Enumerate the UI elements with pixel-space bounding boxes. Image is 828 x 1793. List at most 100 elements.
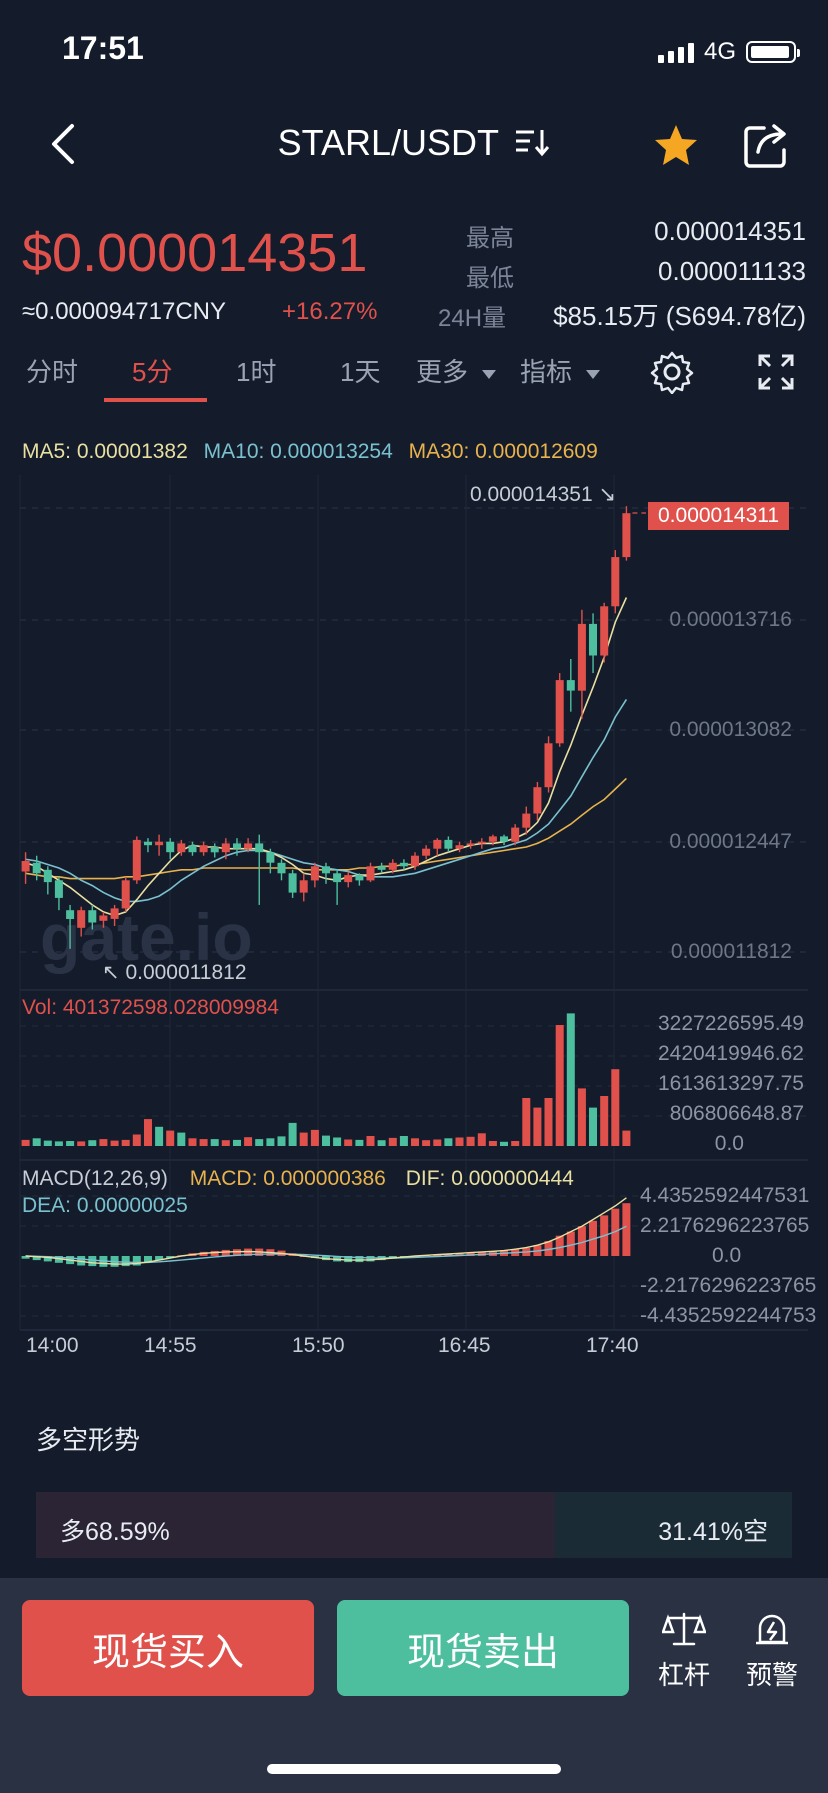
candle xyxy=(255,843,264,853)
macd-histogram-bar xyxy=(144,1256,152,1263)
macd-tick-label: 4.4352592447531 xyxy=(640,1184,810,1207)
volume-bar xyxy=(388,1137,397,1146)
macd-histogram-bar xyxy=(566,1231,575,1256)
pair-title[interactable]: STARL/USDT xyxy=(0,122,828,164)
ma5-value: MA5: 0.00001382 xyxy=(22,440,188,463)
time-tick-label: 15:50 xyxy=(292,1334,345,1357)
volume-bar xyxy=(177,1132,186,1146)
ma10-value: MA10: 0.000013254 xyxy=(203,440,393,463)
candle xyxy=(488,836,497,842)
candle xyxy=(121,880,130,909)
volume-bar xyxy=(299,1132,308,1146)
kline-chart[interactable]: gate.io xyxy=(0,470,828,1350)
volume-bar xyxy=(288,1122,297,1146)
candle xyxy=(299,880,308,893)
long-ratio-text: 多68.59% xyxy=(60,1518,170,1546)
macd-tick-label: 0.0 xyxy=(712,1244,742,1267)
macd-histogram-bar xyxy=(244,1248,253,1256)
dea-line xyxy=(25,1225,627,1264)
price-tick-label: 0.000013082 xyxy=(669,718,792,741)
low-value: 0.000011133 xyxy=(658,256,806,286)
macd-legend: MACD(12,26,9) MACD: 0.000000386 DIF: 0.0… xyxy=(22,1167,574,1190)
volume-bar xyxy=(322,1135,330,1146)
network-label: 4G xyxy=(703,38,736,65)
candle xyxy=(177,843,186,853)
volume-bar xyxy=(455,1137,464,1146)
last-price: $0.000014351 xyxy=(22,223,368,283)
candle xyxy=(589,623,597,656)
switch-pair-icon[interactable] xyxy=(514,127,550,157)
volume-tick-label: 0.0 xyxy=(714,1132,744,1155)
volume-bar xyxy=(99,1139,108,1146)
volume-bar xyxy=(54,1141,63,1146)
volume-bar xyxy=(221,1140,230,1146)
macd-histogram-bar xyxy=(221,1249,230,1256)
volume-tick-label: 806806648.87 xyxy=(669,1102,804,1125)
status-indicators: 4G xyxy=(657,38,800,66)
candle xyxy=(43,869,52,883)
low-label: 最低 xyxy=(466,265,514,292)
volume-24h-value: $85.15万 (S694.78亿) xyxy=(553,301,806,331)
volume-label: Vol: 401372598.028009984 xyxy=(22,996,279,1019)
macd-histogram-bar xyxy=(210,1250,219,1256)
candle xyxy=(77,910,86,928)
settings-gear-icon[interactable] xyxy=(650,350,694,394)
ma30-value: MA30: 0.000012609 xyxy=(408,440,598,463)
macd-histogram-bar xyxy=(21,1256,30,1259)
fullscreen-icon[interactable] xyxy=(756,352,796,392)
macd-histogram-bar xyxy=(155,1256,164,1261)
volume-bar xyxy=(110,1140,119,1146)
price-tick-label: 0.000013716 xyxy=(669,608,792,631)
candle xyxy=(244,843,253,849)
volume-bar xyxy=(88,1140,97,1146)
macd-histogram-bar xyxy=(622,1203,631,1256)
candle xyxy=(566,680,575,691)
volume-bar xyxy=(155,1126,164,1146)
macd-histogram-bar xyxy=(555,1235,564,1256)
candle xyxy=(333,873,342,883)
tab-1day[interactable]: 1天 xyxy=(340,357,381,387)
scale-icon xyxy=(661,1612,707,1646)
share-icon[interactable] xyxy=(742,122,790,170)
macd-histogram-bar xyxy=(455,1253,464,1256)
alert-button[interactable]: 预警 xyxy=(732,1610,812,1692)
candle xyxy=(66,910,75,919)
high-value: 0.000014351 xyxy=(654,216,806,246)
spot-sell-button[interactable]: 现货卖出 xyxy=(337,1600,629,1696)
volume-bar xyxy=(589,1107,597,1146)
macd-histogram-bar xyxy=(88,1256,97,1267)
volume-bar xyxy=(444,1138,453,1146)
candle xyxy=(433,839,442,849)
leverage-button[interactable]: 杠杆 xyxy=(644,1610,724,1692)
candle xyxy=(544,743,553,788)
candle xyxy=(288,873,297,893)
favorite-star-icon[interactable] xyxy=(652,122,700,170)
chevron-down-icon xyxy=(586,369,601,379)
short-ratio-text: 31.41%空 xyxy=(658,1518,768,1546)
tab-5min[interactable]: 5分 xyxy=(132,357,173,387)
price-tick-label: 0.000011812 xyxy=(670,940,792,963)
tab-1hour[interactable]: 1时 xyxy=(236,357,277,387)
volume-bar xyxy=(166,1130,175,1146)
macd-histogram-bar xyxy=(344,1256,353,1263)
candle xyxy=(366,866,375,881)
spot-buy-button[interactable]: 现货买入 xyxy=(22,1600,314,1696)
candle xyxy=(32,862,41,874)
volume-bar xyxy=(488,1141,497,1146)
candle xyxy=(477,841,486,844)
tab-more[interactable]: 更多 xyxy=(416,352,497,389)
candle xyxy=(622,513,631,558)
tab-timeshare[interactable]: 分时 xyxy=(26,357,79,387)
candle xyxy=(199,845,208,853)
macd-histogram-bar xyxy=(166,1256,175,1258)
volume-bar xyxy=(399,1136,408,1146)
volume-bar xyxy=(500,1141,508,1146)
candle xyxy=(155,841,164,846)
watermark-logo: gate.io xyxy=(40,900,253,974)
time-tick-label: 17:40 xyxy=(586,1334,639,1357)
volume-bar xyxy=(199,1139,208,1146)
back-icon[interactable] xyxy=(44,120,84,168)
volume-bar xyxy=(77,1141,86,1146)
volume-bar xyxy=(277,1136,286,1146)
tab-indicators[interactable]: 指标 xyxy=(520,352,601,389)
